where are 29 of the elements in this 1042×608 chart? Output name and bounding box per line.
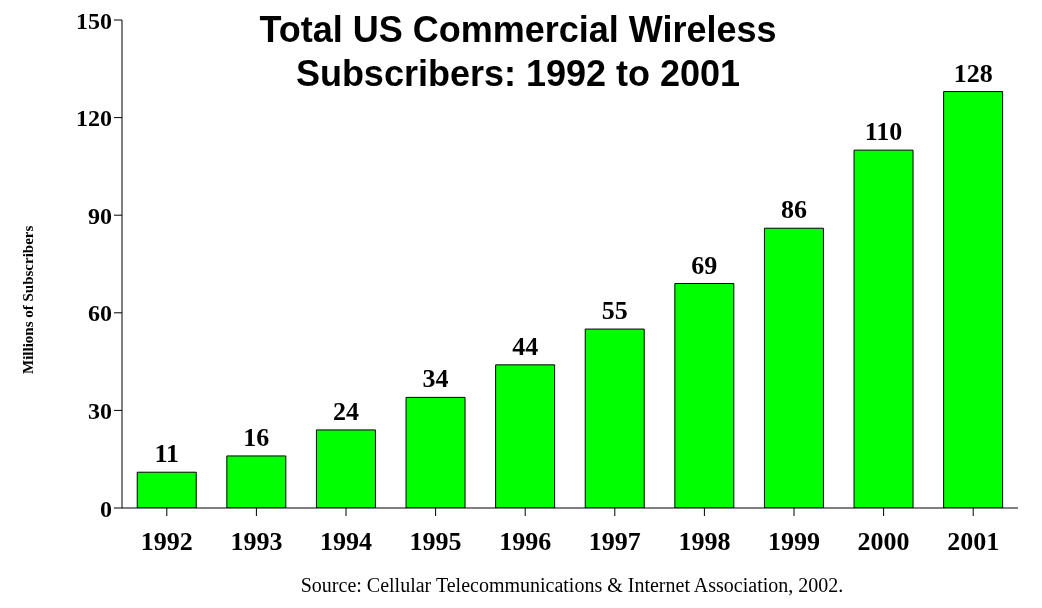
- data-label: 34: [422, 364, 449, 394]
- x-tick-label: 1997: [588, 527, 641, 557]
- x-tick-label: 1998: [678, 527, 731, 557]
- chart-title: Total US Commercial Wireless Subscribers: 1992 to 2001: [258, 8, 778, 96]
- y-tick-label: 60: [88, 300, 112, 327]
- y-axis-title: Millions of Subscribers: [20, 225, 37, 374]
- data-label: 86: [780, 195, 807, 225]
- data-label: 16: [243, 422, 270, 452]
- x-tick-label: 1993: [230, 527, 283, 557]
- y-tick-label: 0: [100, 495, 112, 522]
- x-tick-label: 1992: [140, 527, 193, 557]
- data-label: 128: [953, 58, 993, 88]
- data-label: 24: [332, 396, 359, 426]
- data-label: 110: [864, 117, 903, 147]
- data-label: 11: [154, 439, 180, 469]
- y-tick-label: 90: [88, 202, 112, 229]
- x-tick-label: 2001: [947, 527, 1000, 557]
- x-tick-label: 2000: [857, 527, 910, 557]
- x-tick-label: 1999: [768, 527, 820, 557]
- x-tick-label: 1995: [409, 527, 462, 557]
- y-tick-label: 120: [76, 105, 112, 132]
- data-label: 55: [601, 296, 628, 326]
- source-note: Source: Cellular Telecommunications & Internet Association, 2002.: [299, 574, 845, 597]
- x-tick-label: 1994: [320, 527, 372, 557]
- x-tick-label: 1996: [499, 527, 552, 557]
- data-label: 69: [691, 250, 718, 280]
- y-tick-label: 150: [76, 7, 112, 34]
- data-label: 44: [512, 331, 539, 361]
- y-tick-label: 30: [88, 397, 112, 424]
